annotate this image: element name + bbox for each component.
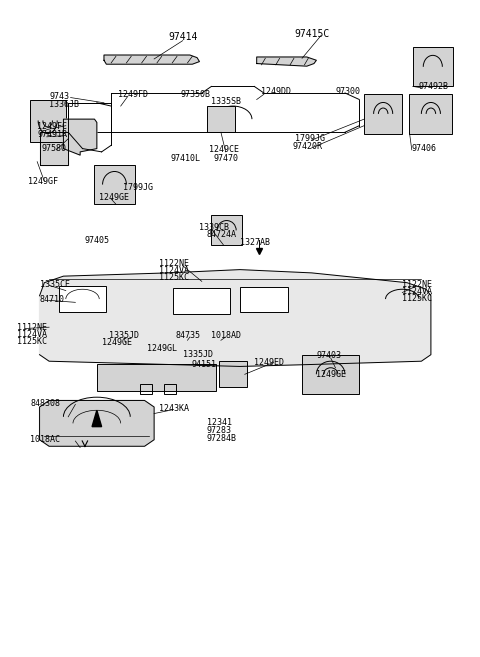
Bar [30,99,66,142]
Text: 1336JB: 1336JB [49,100,79,108]
Text: 848308: 848308 [30,399,60,408]
Text: 1112NE: 1112NE [17,323,47,332]
Text: 97415C: 97415C [294,29,329,39]
Polygon shape [104,55,199,64]
Text: 1249FC: 1249FC [37,122,67,131]
Text: 97283: 97283 [206,426,231,435]
Text: 1249GE: 1249GE [102,338,132,348]
Text: 97350B: 97350B [180,90,210,99]
Text: 97470: 97470 [214,154,239,163]
Text: 1249FD: 1249FD [118,90,148,99]
Bar [59,286,107,312]
Text: 97300: 97300 [336,87,360,96]
Text: 1799JG: 1799JG [295,134,325,143]
Text: 1122NE: 1122NE [402,279,432,288]
Text: 1125KC: 1125KC [17,337,47,346]
Text: 1335SB: 1335SB [211,97,241,106]
Text: 97405: 97405 [85,236,110,244]
Text: 97580: 97580 [42,144,67,153]
Bar [302,355,360,394]
Text: 1125KC: 1125KC [159,273,189,282]
Text: 1249GE: 1249GE [316,370,347,379]
Bar [409,95,452,133]
Text: 94151: 94151 [192,360,216,369]
Text: 1335JD: 1335JD [183,350,213,359]
Polygon shape [39,401,154,446]
Text: 97420R: 97420R [292,142,323,151]
Text: 97414: 97414 [168,32,197,42]
Text: 1124VA: 1124VA [402,286,432,296]
Text: 97492B: 97492B [419,82,449,91]
Text: 97410L: 97410L [171,154,201,163]
Bar [240,287,288,312]
Text: 1018AD: 1018AD [211,330,241,340]
Polygon shape [63,119,97,155]
Text: 97284B: 97284B [206,434,237,443]
Text: 1249GF: 1249GF [28,177,58,186]
Text: 84710: 84710 [39,294,65,304]
Text: 84724A: 84724A [206,231,237,239]
Text: 12341: 12341 [206,419,231,427]
Text: 97406: 97406 [412,144,437,153]
Text: 1249GE: 1249GE [99,193,129,202]
Text: 97491R: 97491R [37,130,67,139]
Text: 1335JD: 1335JD [109,330,139,340]
Bar [97,365,216,391]
Bar [364,95,402,133]
Text: 1335CE: 1335CE [39,279,70,288]
Text: 1124VA: 1124VA [17,330,47,339]
Bar [211,215,242,245]
Polygon shape [92,410,102,426]
Text: 1249ED: 1249ED [254,358,284,367]
Bar [218,361,247,388]
Text: 9743: 9743 [49,92,69,101]
Text: 1249DD: 1249DD [262,87,291,96]
Polygon shape [39,269,431,367]
Text: 1122NE: 1122NE [159,259,189,267]
Text: 1243KA: 1243KA [159,404,189,413]
Text: 1249CE: 1249CE [209,145,239,154]
Text: 1249GL: 1249GL [147,344,177,353]
Text: 1124VA: 1124VA [159,266,189,275]
Text: 1799JG: 1799JG [123,183,153,192]
Bar [68,102,111,132]
Bar [413,47,453,87]
Bar [164,384,176,394]
Text: 84735: 84735 [176,330,201,340]
Polygon shape [39,132,68,165]
Text: 97403: 97403 [316,351,341,361]
Text: 1339CB: 1339CB [199,223,229,232]
Bar [95,165,135,204]
Bar [206,106,235,132]
Text: 1125KC: 1125KC [402,294,432,303]
Text: 1327AB: 1327AB [240,238,270,246]
Bar [173,288,230,314]
Polygon shape [257,57,316,66]
Bar [140,384,152,394]
Text: 1018AC: 1018AC [30,435,60,444]
